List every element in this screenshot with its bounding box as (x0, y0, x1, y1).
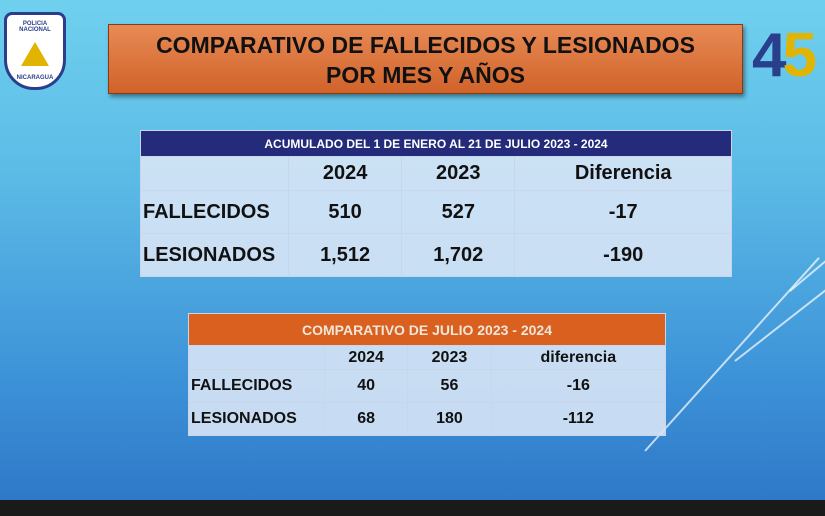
screen-bezel (0, 500, 825, 516)
row-label: LESIONADOS (188, 402, 325, 436)
anniversary-45-logo: 45 (752, 25, 817, 87)
police-logo: POLICIA NACIONAL NICARAGUA (4, 12, 66, 90)
column-header (188, 345, 325, 370)
column-header: Diferencia (514, 156, 732, 191)
row-label: FALLECIDOS (140, 190, 289, 234)
july-table: COMPARATIVO DE JULIO 2023 - 2024 2024 20… (188, 313, 667, 436)
slide-title: COMPARATIVO DE FALLECIDOS Y LESIONADOS P… (108, 24, 743, 94)
column-header (140, 156, 289, 191)
cell: 56 (407, 369, 492, 403)
cell: 1,702 (401, 233, 516, 277)
row-label: FALLECIDOS (188, 369, 325, 403)
cell: 527 (401, 190, 516, 234)
table-row: LESIONADOS 68 180 -112 (188, 402, 667, 436)
title-line-1: COMPARATIVO DE FALLECIDOS Y LESIONADOS (156, 32, 695, 58)
cell: 68 (323, 402, 409, 436)
cell: 510 (287, 190, 403, 234)
logo-digit: 4 (752, 21, 787, 90)
column-header: 2024 (287, 156, 403, 191)
table-row: FALLECIDOS 510 527 -17 (140, 190, 732, 234)
table-header: ACUMULADO DEL 1 DE ENERO AL 21 DE JULIO … (140, 130, 732, 157)
row-label: LESIONADOS (140, 233, 289, 277)
cumulative-table: ACUMULADO DEL 1 DE ENERO AL 21 DE JULIO … (140, 130, 732, 277)
presentation-slide: POLICIA NACIONAL NICARAGUA 45 COMPARATIV… (0, 0, 825, 500)
cell: -16 (490, 369, 667, 403)
column-header: diferencia (490, 345, 667, 370)
column-header: 2023 (401, 156, 516, 191)
title-line-2: POR MES Y AÑOS (326, 62, 525, 88)
table-row: LESIONADOS 1,512 1,702 -190 (140, 233, 732, 277)
logo-digit: 5 (782, 21, 817, 90)
cell: -17 (514, 190, 732, 234)
cell: 40 (323, 369, 409, 403)
cell: 180 (407, 402, 492, 436)
column-header: 2023 (407, 345, 492, 370)
table-row: FALLECIDOS 40 56 -16 (188, 369, 667, 403)
cell: 1,512 (287, 233, 403, 277)
table-header: COMPARATIVO DE JULIO 2023 - 2024 (188, 313, 666, 346)
triangle-emblem-icon (21, 42, 49, 66)
column-header: 2024 (323, 345, 409, 370)
decorative-line (734, 274, 825, 362)
logo-bottom-text: NICARAGUA (16, 75, 54, 81)
cell: -112 (490, 402, 667, 436)
cell: -190 (514, 233, 732, 277)
logo-top-text: POLICIA NACIONAL (19, 21, 51, 33)
